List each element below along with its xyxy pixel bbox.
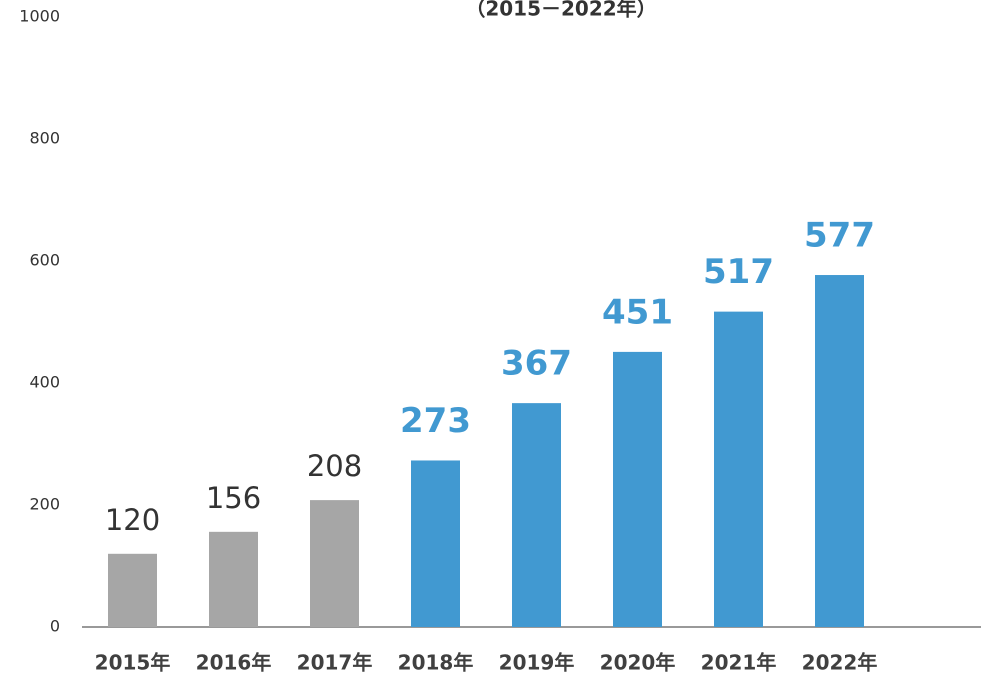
x-tick-label: 2017年 [297, 651, 373, 675]
bar [815, 275, 864, 627]
y-tick-label: 1000 [19, 7, 60, 26]
value-label: 577 [804, 216, 875, 256]
value-label: 120 [105, 503, 160, 537]
chart-subtitle: （2015－2022年） [465, 0, 656, 21]
value-label: 208 [307, 449, 362, 483]
bar [613, 351, 662, 627]
y-tick-label: 0 [50, 617, 60, 636]
value-label: 517 [703, 252, 774, 292]
x-tick-label: 2018年 [398, 651, 474, 675]
value-label: 156 [206, 481, 261, 515]
x-tick-label: 2016年 [196, 651, 272, 675]
y-tick-label: 400 [29, 373, 60, 392]
value-label: 273 [400, 401, 471, 441]
y-tick-label: 200 [29, 495, 60, 514]
bar [209, 531, 258, 627]
bar [714, 311, 763, 627]
bar [108, 553, 157, 627]
value-label: 451 [602, 292, 673, 332]
x-tick-label: 2015年 [95, 651, 171, 675]
bar [411, 460, 460, 627]
x-tick-label: 2020年 [600, 651, 676, 675]
y-tick-label: 800 [29, 129, 60, 148]
bar [512, 403, 561, 627]
x-tick-label: 2021年 [701, 651, 777, 675]
x-tick-label: 2019年 [499, 651, 575, 675]
x-tick-label: 2022年 [802, 651, 878, 675]
bar [310, 500, 359, 627]
y-tick-label: 600 [29, 251, 60, 270]
value-label: 367 [501, 344, 572, 384]
